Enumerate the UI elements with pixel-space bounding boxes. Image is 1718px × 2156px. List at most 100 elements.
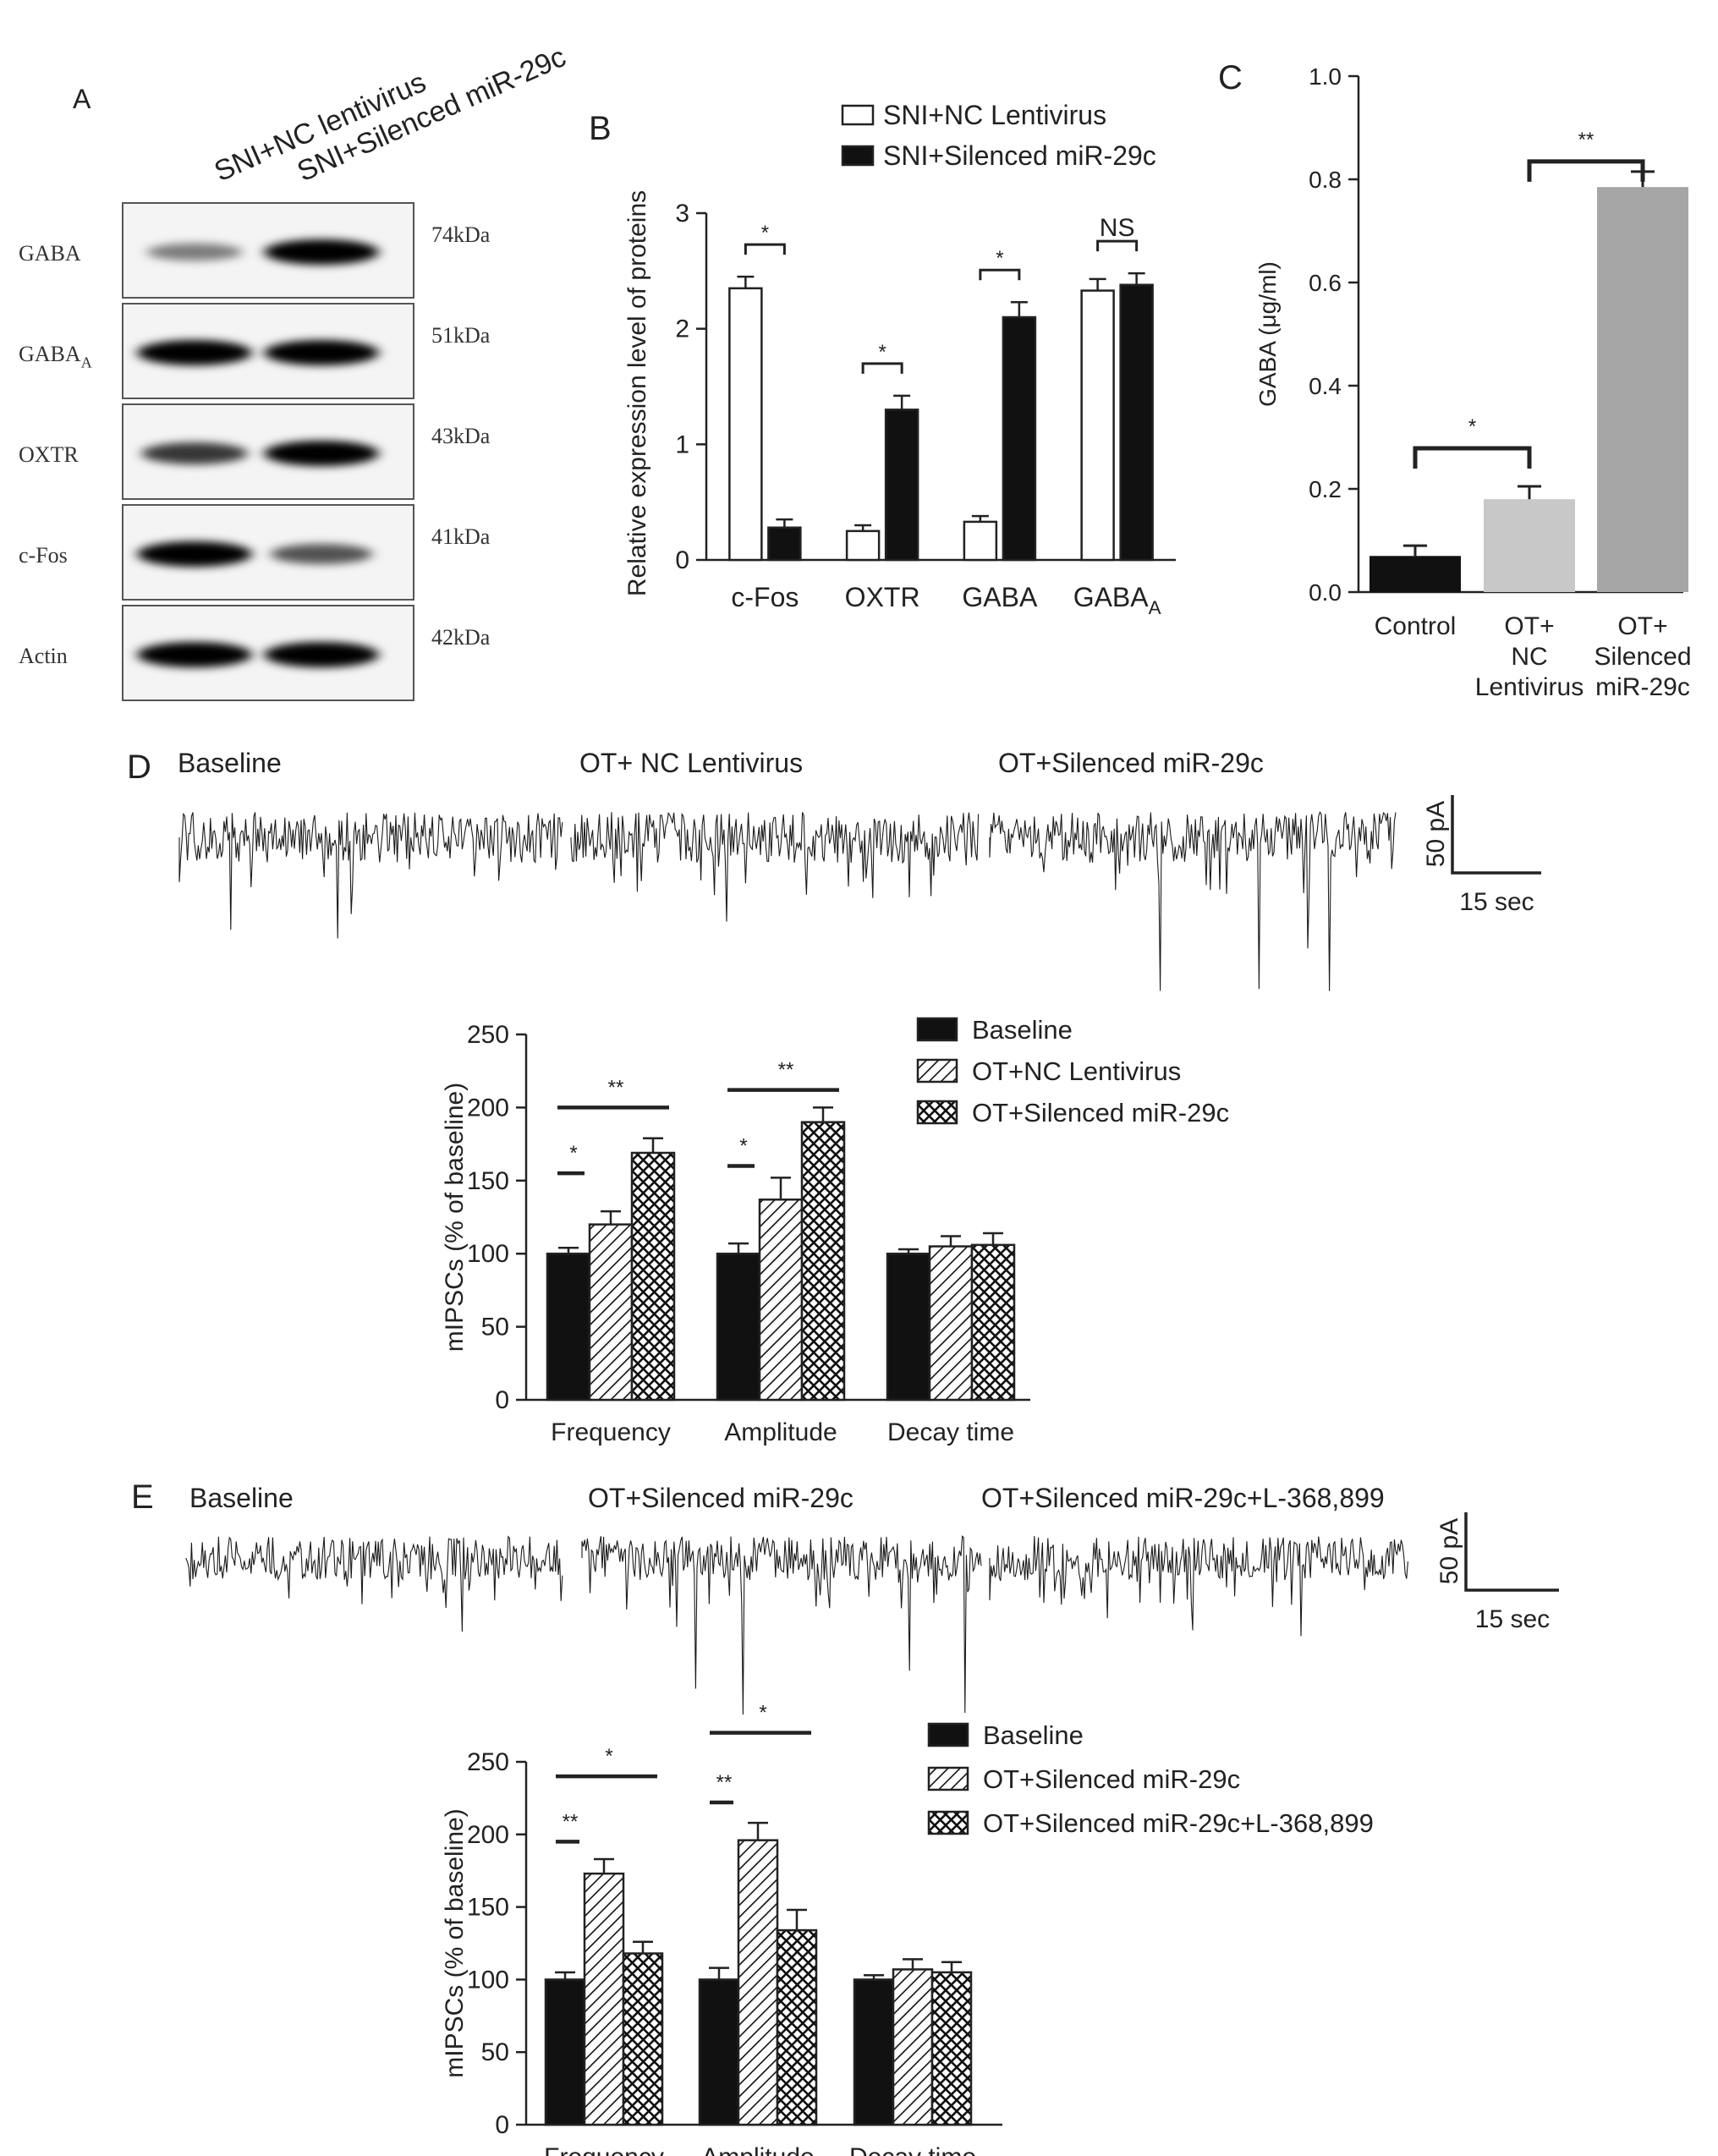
bar — [716, 1252, 761, 1402]
y-tick-label: 200 — [467, 1821, 509, 1849]
panel-label-e: E — [131, 1478, 154, 1516]
chart-c-gaba-concentration: 0.0 0.2 0.4 0.6 0.8 1.0 GABA (μg/ml) Control OT+… — [1254, 63, 1692, 701]
significance-label: ** — [778, 1059, 794, 1082]
y-tick-label: 2 — [675, 315, 689, 343]
x-tick-label: Decay time — [849, 2143, 976, 2156]
legend-swatch — [916, 1058, 958, 1083]
bar — [588, 1223, 634, 1402]
bar — [630, 1151, 676, 1402]
y-tick-label: 150 — [467, 1894, 509, 1922]
blot-band — [146, 243, 243, 261]
bar — [728, 287, 763, 562]
legend-label: OT+Silenced miR-29c+L-368,899 — [983, 1808, 1374, 1838]
legend-label: OT+NC Lentivirus — [972, 1056, 1181, 1086]
significance-bracket — [979, 268, 1021, 281]
x-tick-label: Control — [1375, 612, 1457, 640]
mipsc-traces-e: Baseline OT+Silenced miR-29c OT+Silenced m… — [185, 1483, 1559, 1715]
trace-label: OT+Silenced miR-29c — [998, 748, 1264, 778]
trace-label: OT+Silenced miR-29c+L-368,899 — [981, 1483, 1385, 1513]
significance-bracket — [861, 362, 903, 374]
y-tick-label: 0 — [495, 1386, 509, 1414]
bar — [886, 1252, 931, 1402]
bar — [1369, 556, 1461, 592]
bar — [758, 1199, 804, 1402]
y-tick-label: 50 — [481, 2038, 509, 2066]
bar — [884, 409, 919, 562]
bar — [583, 1872, 625, 2126]
y-tick-label: 100 — [467, 1966, 509, 1994]
kda-label: 41kDa — [431, 524, 491, 549]
blot-band — [137, 541, 252, 567]
chart-e-mipscs: 0 50 100 150 200 250 mIPSCs (% of baseline) Fre… — [441, 1702, 1374, 2156]
y-tick-label: 0.8 — [1309, 167, 1342, 193]
panel-label-a: A — [73, 84, 91, 114]
scale-bar — [1464, 1512, 1559, 1592]
significance-label: ** — [1578, 129, 1595, 151]
current-trace — [989, 1535, 1408, 1637]
x-tick-label: Frequency — [544, 2143, 664, 2156]
significance-label: ** — [716, 1771, 733, 1794]
x-tick-label: OT+ — [1617, 612, 1667, 640]
scale-bar-current-label: 50 pA — [1422, 801, 1450, 867]
significance-bracket — [1413, 446, 1532, 469]
x-tick-label: Amplitude — [701, 2143, 814, 2156]
x-tick-label: GABA — [962, 582, 1038, 612]
y-tick-label: 3 — [675, 200, 689, 228]
current-trace — [989, 810, 1397, 991]
y-tick-label: 250 — [467, 1748, 509, 1776]
bar — [892, 1968, 934, 2126]
kda-label: 42kDa — [431, 625, 491, 650]
blot-band — [264, 239, 379, 265]
x-tick-label: GABAA — [1073, 582, 1161, 618]
bar — [800, 1121, 846, 1402]
chart-b-protein-expression: 0 1 2 3 Relative expression level of protein… — [623, 100, 1176, 618]
kda-label: 51kDa — [431, 323, 491, 348]
x-tick-label: Decay time — [887, 1418, 1014, 1446]
y-tick-label: 0 — [495, 2111, 509, 2139]
bar — [963, 520, 998, 562]
blot-band — [264, 642, 379, 667]
protein-label: Actin — [19, 644, 68, 668]
scale-bar-time-label: 15 sec — [1475, 1605, 1550, 1633]
significance-label: * — [739, 1135, 747, 1158]
current-trace — [185, 1535, 563, 1632]
legend-swatch — [927, 1766, 969, 1791]
blot-band — [270, 544, 373, 564]
protein-label: c-Fos — [19, 543, 68, 568]
bar — [1002, 315, 1037, 562]
scale-bar — [1451, 795, 1541, 875]
legend-swatch — [916, 1100, 958, 1125]
blot-band — [264, 441, 379, 466]
significance-label: * — [605, 1745, 612, 1768]
x-tick-label: NC — [1511, 643, 1547, 671]
y-tick-label: 0.4 — [1309, 373, 1342, 399]
bar — [767, 526, 802, 562]
legend-swatch — [841, 104, 875, 126]
panel-label-b: B — [589, 110, 612, 147]
legend-label: Baseline — [972, 1015, 1073, 1045]
y-tick-label: 0.0 — [1309, 579, 1342, 606]
bar — [546, 1252, 591, 1402]
x-tick-label: c-Fos — [731, 582, 799, 612]
bar — [1484, 499, 1575, 592]
current-trace — [581, 1535, 982, 1715]
kda-label: 43kDa — [431, 424, 491, 448]
significance-label: ** — [608, 1076, 624, 1099]
y-axis-label: Relative expression level of proteins — [623, 190, 651, 596]
significance-label: * — [759, 1702, 766, 1725]
bar — [853, 1978, 895, 2126]
mipsc-traces-d: Baseline OT+ NC Lentivirus OT+Silenced miR… — [178, 748, 1541, 991]
bar — [1597, 187, 1688, 592]
legend-label: OT+Silenced miR-29c — [983, 1764, 1240, 1794]
significance-label: NS — [1100, 214, 1135, 242]
significance-label: ** — [563, 1810, 579, 1833]
panel-label-c: C — [1218, 59, 1243, 96]
y-tick-label: 150 — [467, 1167, 509, 1195]
scale-bar-current-label: 50 pA — [1435, 1518, 1463, 1584]
y-tick-label: 200 — [467, 1094, 509, 1122]
bar — [698, 1978, 740, 2126]
legend-label: SNI+Silenced miR-29c — [883, 140, 1156, 171]
y-tick-label: 0 — [675, 546, 689, 574]
legend-label: OT+Silenced miR-29c — [972, 1098, 1229, 1127]
